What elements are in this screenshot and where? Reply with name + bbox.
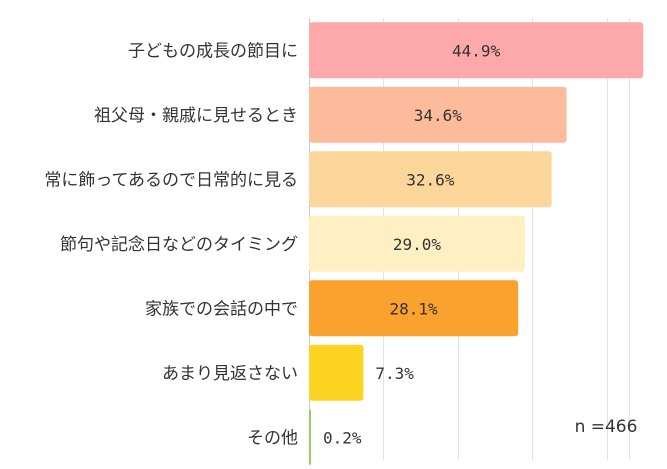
- data-label: 32.6%: [406, 170, 455, 189]
- bars: [309, 22, 644, 466]
- data-label: 7.3%: [375, 364, 414, 383]
- bar: [309, 22, 644, 79]
- category-label: 子どもの成長の節目に: [128, 41, 298, 61]
- bar: [309, 86, 567, 143]
- bar: [309, 280, 519, 337]
- category-label: 常に飾ってあるので日常的に見る: [44, 170, 298, 190]
- bar: [309, 409, 311, 466]
- bar: [309, 344, 364, 401]
- category-label: 節句や記念日などのタイミング: [60, 234, 298, 255]
- category-label: その他: [247, 428, 298, 448]
- bar: [309, 215, 525, 272]
- data-label: 0.2%: [323, 428, 362, 447]
- data-label: 29.0%: [393, 235, 442, 254]
- data-label: 44.9%: [452, 41, 501, 60]
- bar: [309, 151, 552, 208]
- sample-size-annotation: n =466: [575, 417, 638, 437]
- category-label: 祖父母・親戚に見せるとき: [94, 106, 298, 126]
- value-labels: 44.9% 34.6% 32.6% 29.0% 28.1% 7.3% 0.2%: [323, 41, 501, 447]
- data-label: 28.1%: [390, 299, 439, 318]
- data-label: 34.6%: [414, 106, 463, 125]
- category-label: 家族での会話の中で: [145, 299, 298, 319]
- category-labels: 子どもの成長の節目に祖父母・親戚に見せるとき常に飾ってあるので日常的に見る節句や…: [44, 41, 298, 448]
- category-label: あまり見返さない: [162, 364, 298, 384]
